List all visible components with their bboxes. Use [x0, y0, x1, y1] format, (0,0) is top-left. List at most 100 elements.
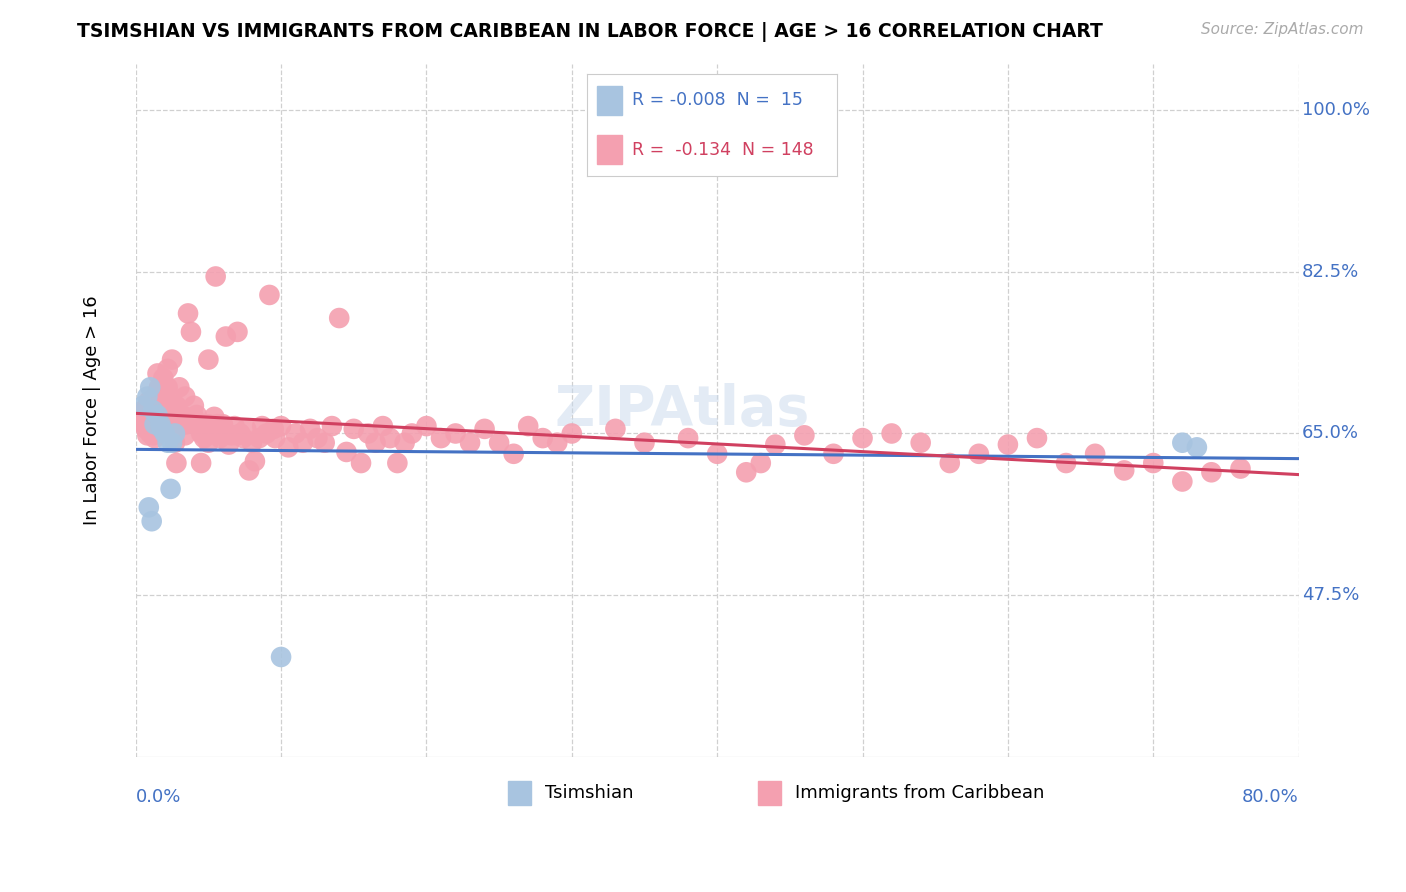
Point: [488, 435, 510, 450]
Point: [153, 408, 176, 422]
Point: [139, 380, 162, 394]
Point: [394, 435, 416, 450]
Point: [156, 361, 179, 376]
Point: [152, 417, 174, 432]
Point: [1229, 461, 1251, 475]
Point: [134, 417, 156, 432]
Point: [1171, 475, 1194, 489]
Point: [335, 445, 357, 459]
Point: [174, 428, 197, 442]
Point: [444, 426, 467, 441]
Point: [152, 371, 174, 385]
Point: [314, 435, 336, 450]
Point: [139, 405, 162, 419]
Point: [193, 431, 215, 445]
Point: [146, 408, 169, 422]
Point: [174, 390, 197, 404]
Point: [156, 435, 179, 450]
Point: [1026, 431, 1049, 445]
Point: [169, 380, 191, 394]
Point: [146, 409, 169, 424]
Point: [136, 409, 159, 424]
Point: [307, 431, 329, 445]
Point: [357, 426, 380, 441]
Point: [967, 447, 990, 461]
Point: [763, 437, 786, 451]
Point: [676, 431, 699, 445]
Point: [167, 417, 190, 432]
Point: [136, 390, 159, 404]
Point: [263, 422, 285, 436]
Point: [270, 419, 292, 434]
Text: 65.0%: 65.0%: [1302, 425, 1360, 442]
Point: [197, 352, 219, 367]
Point: [162, 428, 184, 442]
Point: [823, 447, 845, 461]
Point: [138, 500, 160, 515]
Text: Source: ZipAtlas.com: Source: ZipAtlas.com: [1201, 22, 1364, 37]
Point: [205, 417, 228, 432]
Bar: [758, 781, 782, 805]
Point: [212, 417, 235, 432]
Point: [180, 325, 202, 339]
Point: [517, 419, 540, 434]
Point: [350, 456, 373, 470]
Point: [197, 417, 219, 432]
Text: Tsimshian: Tsimshian: [546, 784, 634, 803]
Point: [277, 441, 299, 455]
Point: [1142, 456, 1164, 470]
Point: [200, 419, 222, 434]
Point: [153, 390, 176, 404]
Text: 80.0%: 80.0%: [1241, 788, 1299, 805]
Point: [160, 352, 183, 367]
Point: [165, 456, 187, 470]
Point: [197, 435, 219, 450]
Point: [183, 399, 205, 413]
Point: [229, 426, 252, 441]
Point: [430, 431, 453, 445]
Point: [162, 417, 184, 432]
Text: In Labor Force | Age > 16: In Labor Force | Age > 16: [83, 295, 100, 525]
Point: [142, 428, 165, 442]
Point: [401, 426, 423, 441]
Point: [1114, 463, 1136, 477]
Point: [226, 325, 249, 339]
Point: [188, 417, 211, 432]
Point: [132, 406, 155, 420]
Point: [165, 422, 187, 436]
Point: [149, 417, 172, 432]
Point: [142, 409, 165, 424]
Point: [173, 417, 195, 432]
Point: [138, 417, 160, 432]
Text: 82.5%: 82.5%: [1302, 263, 1360, 281]
Point: [150, 399, 173, 413]
Text: Immigrants from Caribbean: Immigrants from Caribbean: [794, 784, 1045, 803]
Point: [143, 431, 166, 445]
Point: [204, 269, 226, 284]
Point: [135, 422, 157, 436]
Point: [387, 456, 409, 470]
Point: [997, 437, 1019, 451]
Point: [415, 419, 437, 434]
Point: [148, 380, 170, 394]
Point: [146, 367, 169, 381]
Point: [169, 419, 191, 434]
Point: [153, 422, 176, 436]
Point: [131, 409, 153, 424]
Point: [633, 435, 655, 450]
Point: [163, 435, 186, 450]
Point: [250, 419, 273, 434]
Point: [150, 417, 173, 432]
Point: [328, 311, 350, 326]
Point: [212, 428, 235, 442]
Point: [138, 394, 160, 409]
Text: ZIPAtlas: ZIPAtlas: [554, 384, 810, 437]
Point: [149, 422, 172, 436]
Point: [141, 399, 163, 413]
Point: [157, 417, 180, 432]
Point: [143, 417, 166, 432]
Point: [187, 417, 209, 432]
Point: [939, 456, 962, 470]
Point: [156, 408, 179, 422]
Point: [160, 417, 183, 432]
